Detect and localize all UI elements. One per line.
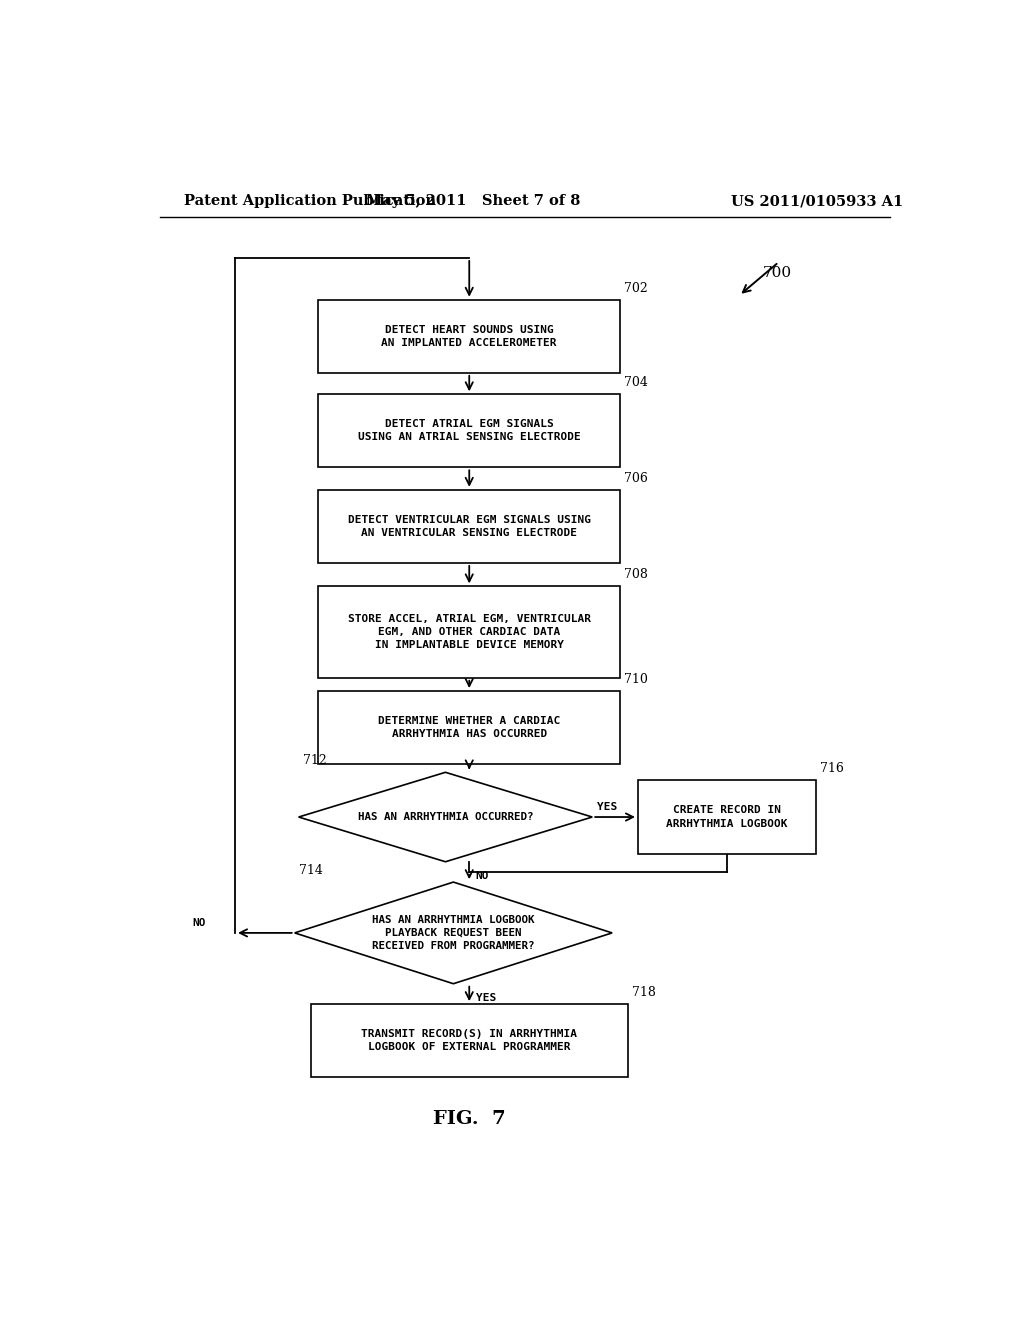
Text: 708: 708: [624, 568, 648, 581]
Text: DETECT VENTRICULAR EGM SIGNALS USING
AN VENTRICULAR SENSING ELECTRODE: DETECT VENTRICULAR EGM SIGNALS USING AN …: [348, 515, 591, 539]
Text: YES: YES: [475, 993, 496, 1003]
Text: May 5, 2011   Sheet 7 of 8: May 5, 2011 Sheet 7 of 8: [366, 194, 581, 209]
Text: NO: NO: [193, 917, 206, 928]
Text: YES: YES: [597, 801, 617, 812]
Text: 718: 718: [632, 986, 655, 999]
Text: DETECT ATRIAL EGM SIGNALS
USING AN ATRIAL SENSING ELECTRODE: DETECT ATRIAL EGM SIGNALS USING AN ATRIA…: [357, 420, 581, 442]
Text: 714: 714: [299, 865, 323, 876]
Bar: [638, 780, 816, 854]
Text: Patent Application Publication: Patent Application Publication: [183, 194, 435, 209]
Text: CREATE RECORD IN
ARRHYTHMIA LOGBOOK: CREATE RECORD IN ARRHYTHMIA LOGBOOK: [667, 805, 787, 829]
Text: 706: 706: [624, 471, 648, 484]
Text: FIG.  7: FIG. 7: [433, 1110, 506, 1127]
Text: HAS AN ARRHYTHMIA OCCURRED?: HAS AN ARRHYTHMIA OCCURRED?: [357, 812, 534, 822]
Text: 712: 712: [303, 754, 327, 767]
Polygon shape: [295, 882, 612, 983]
Text: HAS AN ARRHYTHMIA LOGBOOK
PLAYBACK REQUEST BEEN
RECEIVED FROM PROGRAMMER?: HAS AN ARRHYTHMIA LOGBOOK PLAYBACK REQUE…: [372, 915, 535, 950]
Bar: [318, 395, 621, 467]
Text: NO: NO: [475, 871, 489, 880]
Bar: [310, 1005, 628, 1077]
Text: DETECT HEART SOUNDS USING
AN IMPLANTED ACCELEROMETER: DETECT HEART SOUNDS USING AN IMPLANTED A…: [382, 325, 557, 348]
Text: 702: 702: [624, 281, 648, 294]
Text: TRANSMIT RECORD(S) IN ARRHYTHMIA
LOGBOOK OF EXTERNAL PROGRAMMER: TRANSMIT RECORD(S) IN ARRHYTHMIA LOGBOOK…: [361, 1030, 578, 1052]
Text: 704: 704: [624, 376, 648, 389]
Text: STORE ACCEL, ATRIAL EGM, VENTRICULAR
EGM, AND OTHER CARDIAC DATA
IN IMPLANTABLE : STORE ACCEL, ATRIAL EGM, VENTRICULAR EGM…: [348, 614, 591, 651]
Text: 710: 710: [624, 673, 648, 686]
Bar: [318, 300, 621, 372]
Text: DETERMINE WHETHER A CARDIAC
ARRHYTHMIA HAS OCCURRED: DETERMINE WHETHER A CARDIAC ARRHYTHMIA H…: [378, 715, 560, 739]
Text: 700: 700: [763, 267, 792, 280]
Text: 716: 716: [820, 763, 845, 775]
Bar: [318, 490, 621, 562]
Polygon shape: [299, 772, 592, 862]
Text: US 2011/0105933 A1: US 2011/0105933 A1: [731, 194, 903, 209]
Bar: [318, 690, 621, 764]
Bar: [318, 586, 621, 677]
